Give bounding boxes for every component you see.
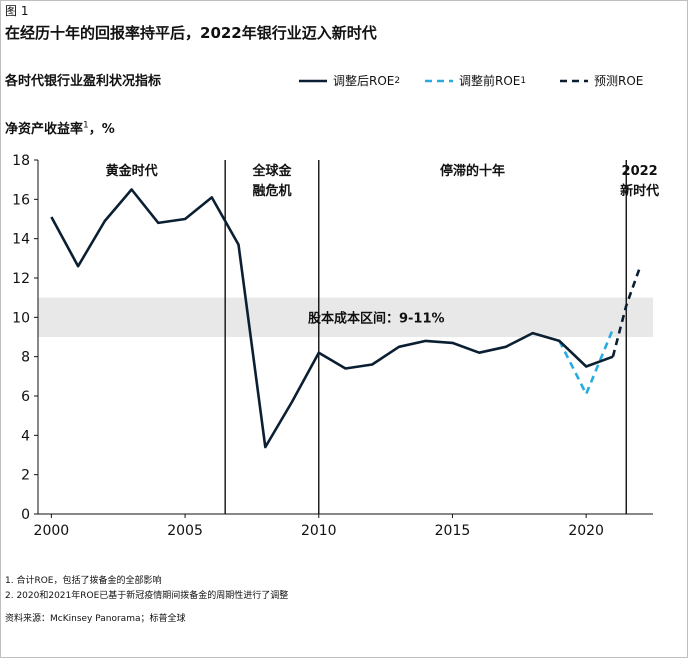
band-label: 股本成本区间：9-11% [308, 310, 445, 326]
x-tick-label: 2000 [34, 523, 70, 539]
y-tick-label: 18 [12, 153, 30, 169]
era-label: 黄金时代 [106, 163, 158, 179]
x-tick-label: 2020 [568, 523, 604, 539]
x-tick-label: 2005 [167, 523, 203, 539]
era-label: 新时代 [620, 183, 659, 199]
legend-sup-pre-adjusted: 1 [520, 75, 527, 86]
legend-swatch-adjusted [299, 79, 327, 82]
figure-label: 图 1 [5, 4, 29, 18]
era-label: 融危机 [252, 183, 291, 199]
era-label: 全球金 [251, 163, 292, 179]
y-tick-label: 2 [21, 468, 30, 484]
legend-item-pre-adjusted: 调整前ROE 1 [425, 72, 526, 89]
source-note: 资料来源：McKinsey Panorama；标普全球 [5, 614, 186, 624]
era-label: 2022 [622, 164, 658, 179]
y-tick-label: 4 [21, 428, 30, 444]
series-line-pre-adjusted [558, 328, 615, 396]
legend-sup-adjusted: 2 [394, 75, 401, 86]
y-tick-label: 14 [12, 232, 30, 248]
unit-label-sup: 1 [83, 120, 89, 131]
legend-label-forecast: 预测ROE [594, 74, 644, 88]
y-tick-label: 16 [12, 192, 30, 208]
legend-item-forecast: 预测ROE [560, 72, 643, 89]
unit-label-suffix: ，% [88, 122, 115, 137]
footnote-1: 1. 合计ROE，包括了拨备金的全部影响 [5, 576, 162, 586]
legend-item-adjusted: 调整后ROE 2 [299, 72, 400, 89]
cost-of-equity-band [38, 297, 653, 337]
unit-label-text: 净资产收益率 [5, 122, 84, 137]
legend-label-adjusted: 调整后ROE [333, 74, 395, 88]
era-label: 停滞的十年 [440, 163, 505, 179]
figure-title: 在经历十年的回报率持平后，2022年银行业迈入新时代 [5, 24, 377, 42]
legend-swatch-pre-adjusted [425, 79, 453, 82]
y-tick-label: 8 [21, 350, 30, 366]
series-line-adjusted [50, 188, 614, 449]
x-tick-label: 2010 [301, 523, 337, 539]
y-tick-label: 0 [21, 507, 30, 523]
x-tick-label: 2015 [435, 523, 471, 539]
chart-subtitle: 各时代银行业盈利状况指标 [5, 74, 162, 89]
roe-line-chart: 股本成本区间：9-11% 0 2 4 6 8 10 12 14 16 18 2000 2005 2010 2… [12, 153, 659, 539]
y-tick-label: 10 [12, 310, 30, 326]
footnote-2: 2. 2020和2021年ROE已基于新冠疫情期间拨备金的周期性进行了调整 [5, 591, 289, 601]
y-unit-label: 净资产收益率1，% [5, 118, 115, 137]
y-tick-label: 6 [21, 389, 30, 405]
series-line-forecast [611, 267, 641, 358]
y-tick-label: 12 [12, 271, 30, 287]
legend-swatch-forecast [560, 79, 588, 82]
legend-label-pre-adjusted: 调整前ROE [459, 74, 521, 88]
